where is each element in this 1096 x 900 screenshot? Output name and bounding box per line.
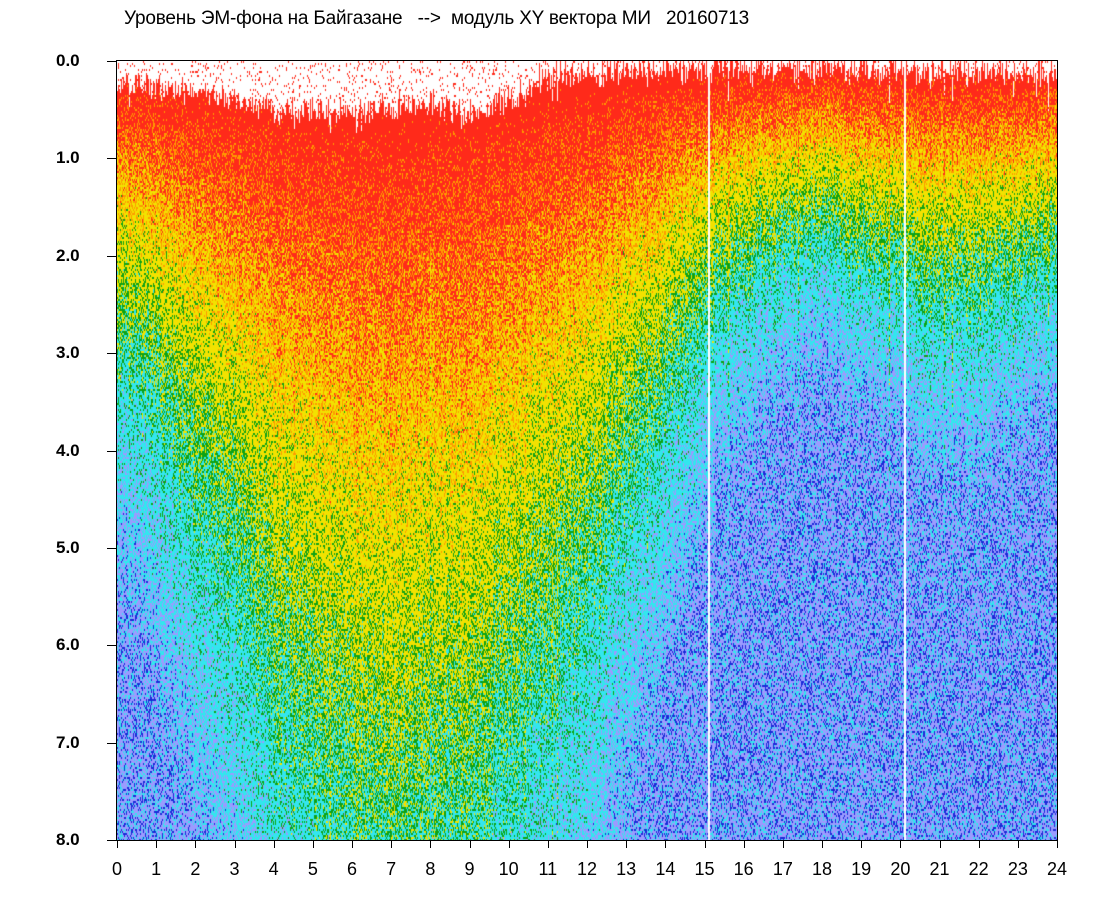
x-tick-mark [900, 841, 902, 848]
x-tick-mark [195, 841, 197, 848]
x-tick-mark [861, 841, 863, 848]
x-tick-mark [117, 841, 118, 848]
y-tick-mark [107, 61, 116, 62]
x-tick-mark [939, 841, 941, 848]
x-tick-label: 10 [498, 859, 519, 879]
x-tick-label: 15 [694, 859, 715, 879]
x-tick-mark [587, 841, 588, 848]
y-tick-label: 6.0 [56, 635, 80, 655]
chart-title: Уровень ЭМ-фона на Байгазане --> модуль … [124, 8, 749, 29]
x-tick-label: 2 [190, 859, 201, 879]
y-tick-mark [107, 547, 116, 549]
x-tick-mark [978, 841, 980, 848]
x-tick-mark [430, 841, 432, 848]
x-tick-label: 17 [772, 859, 793, 879]
x-tick-label: 11 [538, 859, 558, 879]
y-tick-mark [107, 158, 116, 160]
plot-area [116, 60, 1058, 841]
x-tick-label: 3 [229, 859, 240, 879]
y-tick-mark [107, 353, 116, 355]
y-tick-mark [107, 450, 116, 452]
y-tick-label: 1.0 [56, 148, 80, 168]
x-tick-label: 8 [425, 859, 436, 879]
x-tick-label: 0 [111, 859, 123, 879]
y-tick-mark [107, 840, 116, 841]
x-tick-label: 7 [386, 859, 397, 879]
x-tick-label: 5 [307, 859, 318, 879]
y-tick-mark [107, 645, 116, 647]
x-tick-label: 22 [968, 859, 989, 879]
y-tick-label: 5.0 [56, 537, 80, 557]
y-tick-label: 4.0 [56, 440, 80, 460]
x-tick-label: 12 [576, 859, 598, 879]
x-tick-mark [1057, 841, 1058, 848]
x-tick-label: 4 [268, 859, 279, 879]
y-tick-mark [107, 742, 116, 744]
x-tick-label: 1 [151, 859, 162, 879]
x-tick-mark [547, 841, 549, 848]
x-tick-mark [743, 841, 745, 848]
x-tick-mark [665, 841, 667, 848]
y-tick-mark [107, 255, 116, 257]
x-tick-label: 21 [929, 859, 950, 879]
y-tick-label: 2.0 [56, 245, 80, 265]
x-tick-mark [508, 841, 510, 848]
x-tick-mark [782, 841, 784, 848]
x-tick-label: 23 [1007, 859, 1028, 879]
x-tick-label: 6 [346, 859, 358, 879]
x-tick-label: 9 [464, 859, 475, 879]
x-tick-label: 18 [811, 859, 833, 879]
y-tick-label: 8.0 [56, 830, 80, 849]
x-tick-mark [234, 841, 236, 848]
x-tick-label: 13 [616, 859, 637, 879]
x-tick-mark [273, 841, 275, 848]
x-tick-mark [704, 841, 706, 848]
x-tick-label: 14 [655, 859, 676, 879]
x-tick-label: 24 [1046, 859, 1068, 879]
x-tick-label: 20 [890, 859, 911, 879]
x-tick-mark [626, 841, 628, 848]
x-tick-mark [1017, 841, 1019, 848]
y-tick-label: 7.0 [56, 732, 80, 752]
x-tick-label: 19 [851, 859, 872, 879]
heatmap-canvas [117, 61, 1057, 840]
x-tick-mark [822, 841, 823, 848]
x-tick-mark [469, 841, 471, 848]
x-tick-mark [391, 841, 393, 848]
y-tick-label: 0.0 [56, 51, 80, 70]
x-tick-label: 16 [733, 859, 754, 879]
y-tick-label: 3.0 [56, 343, 80, 363]
x-tick-mark [312, 841, 314, 848]
x-tick-mark [156, 841, 158, 848]
x-tick-mark [352, 841, 353, 848]
